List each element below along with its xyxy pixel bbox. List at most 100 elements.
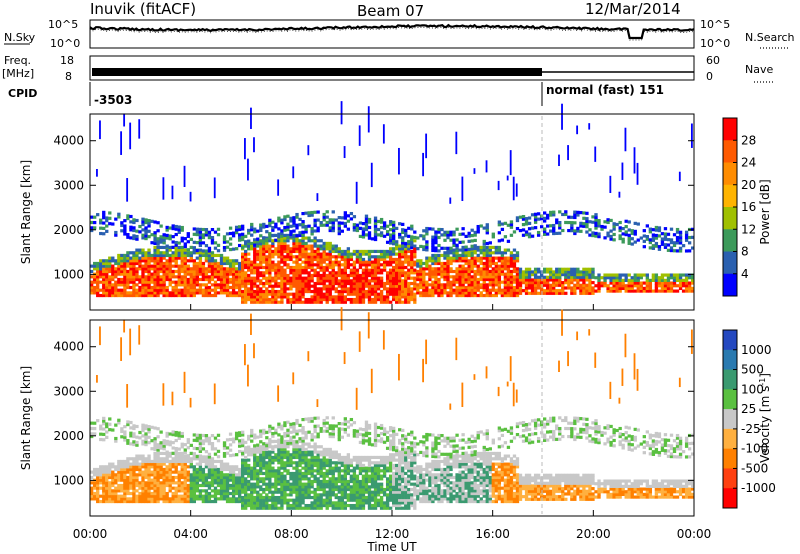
power-cell (165, 272, 169, 276)
power-cell (322, 212, 326, 217)
velocity-cell (159, 473, 163, 477)
power-cell (524, 217, 529, 221)
power-cell (485, 277, 489, 282)
power-cell (497, 291, 502, 295)
power-cell (180, 225, 184, 230)
velocity-cell (99, 481, 103, 485)
power-cell (141, 248, 145, 252)
power-cell (669, 289, 674, 293)
power-cell (364, 292, 369, 296)
power-cell (162, 267, 166, 271)
power-cell (627, 228, 631, 232)
power-cell (428, 267, 432, 271)
power-cell (358, 292, 363, 296)
power-cell (280, 295, 284, 299)
power-cell (138, 224, 142, 229)
power-cell (277, 235, 281, 239)
velocity-cell (171, 475, 175, 480)
power-cell (325, 220, 329, 225)
power-cell (168, 259, 172, 263)
power-cell (195, 230, 200, 234)
power-cell (277, 268, 281, 272)
power-cell (675, 249, 680, 253)
power-cell (455, 275, 459, 279)
power-cell (455, 293, 459, 298)
power-cell (280, 218, 284, 222)
power-cell (99, 261, 103, 266)
velocity-cell (247, 482, 251, 486)
power-cell (189, 272, 193, 276)
power-cell (615, 286, 619, 291)
velocity-cell (138, 465, 142, 469)
power-cell (467, 239, 471, 243)
velocity-cell (274, 479, 278, 484)
velocity-cell (210, 483, 215, 488)
power-cell (156, 272, 160, 276)
power-cell (349, 289, 354, 294)
velocity-cell (180, 465, 184, 469)
power-cell (313, 257, 317, 262)
velocity-cell (132, 497, 136, 501)
velocity-cell (132, 491, 136, 496)
power-cell (340, 281, 344, 286)
power-cell (201, 283, 206, 287)
velocity-cell (195, 470, 200, 474)
power-cell (325, 297, 329, 302)
power-cell (213, 285, 218, 290)
power-cell (455, 269, 459, 274)
power-cell (376, 268, 381, 272)
power-cell (192, 264, 196, 268)
power-cell (316, 289, 320, 294)
velocity-cell (147, 489, 151, 493)
power-cell (96, 285, 100, 290)
velocity-cell (144, 432, 148, 436)
velocity-cell (222, 494, 227, 498)
velocity-cell (186, 483, 190, 488)
power-cell (195, 240, 200, 245)
power-cell (355, 226, 360, 230)
velocity-cell (93, 497, 97, 501)
velocity-cell (171, 462, 175, 466)
power-cell (334, 247, 338, 251)
power-cell (253, 292, 257, 296)
velocity-cell (180, 467, 184, 472)
power-cell (271, 249, 275, 254)
velocity-cell (135, 483, 139, 488)
velocity-cell (247, 466, 251, 470)
power-cell (331, 263, 335, 267)
power-cell (419, 277, 423, 282)
power-cell (244, 252, 248, 256)
power-cell (141, 236, 145, 240)
power-cell (177, 230, 181, 234)
power-cell (132, 275, 136, 279)
power-cell (524, 289, 529, 293)
power-cell (594, 289, 598, 293)
power-cell (485, 267, 489, 271)
power-cell (388, 284, 393, 288)
power-cell (687, 276, 692, 280)
power-cell (663, 237, 668, 241)
power-cell (367, 252, 372, 256)
power-cell (123, 285, 127, 290)
power-cell (597, 289, 601, 293)
velocity-cell (259, 471, 263, 476)
velocity-cell (268, 445, 272, 449)
power-cell (247, 263, 251, 267)
power-cell (582, 278, 586, 282)
power-cell (262, 273, 266, 278)
power-cell (464, 251, 468, 255)
power-cell (552, 270, 556, 274)
power-cell (138, 277, 142, 282)
power-cell (555, 278, 559, 282)
power-cell (521, 233, 526, 237)
power-cell (292, 224, 296, 228)
power-cell (337, 255, 341, 259)
power-cell (129, 267, 133, 271)
power-cell (132, 253, 136, 258)
velocity-cell (192, 486, 196, 490)
power-cell (576, 226, 580, 230)
power-cell (452, 243, 456, 248)
power-cell (222, 277, 227, 282)
power-cell (147, 261, 151, 266)
power-cell (422, 277, 426, 282)
